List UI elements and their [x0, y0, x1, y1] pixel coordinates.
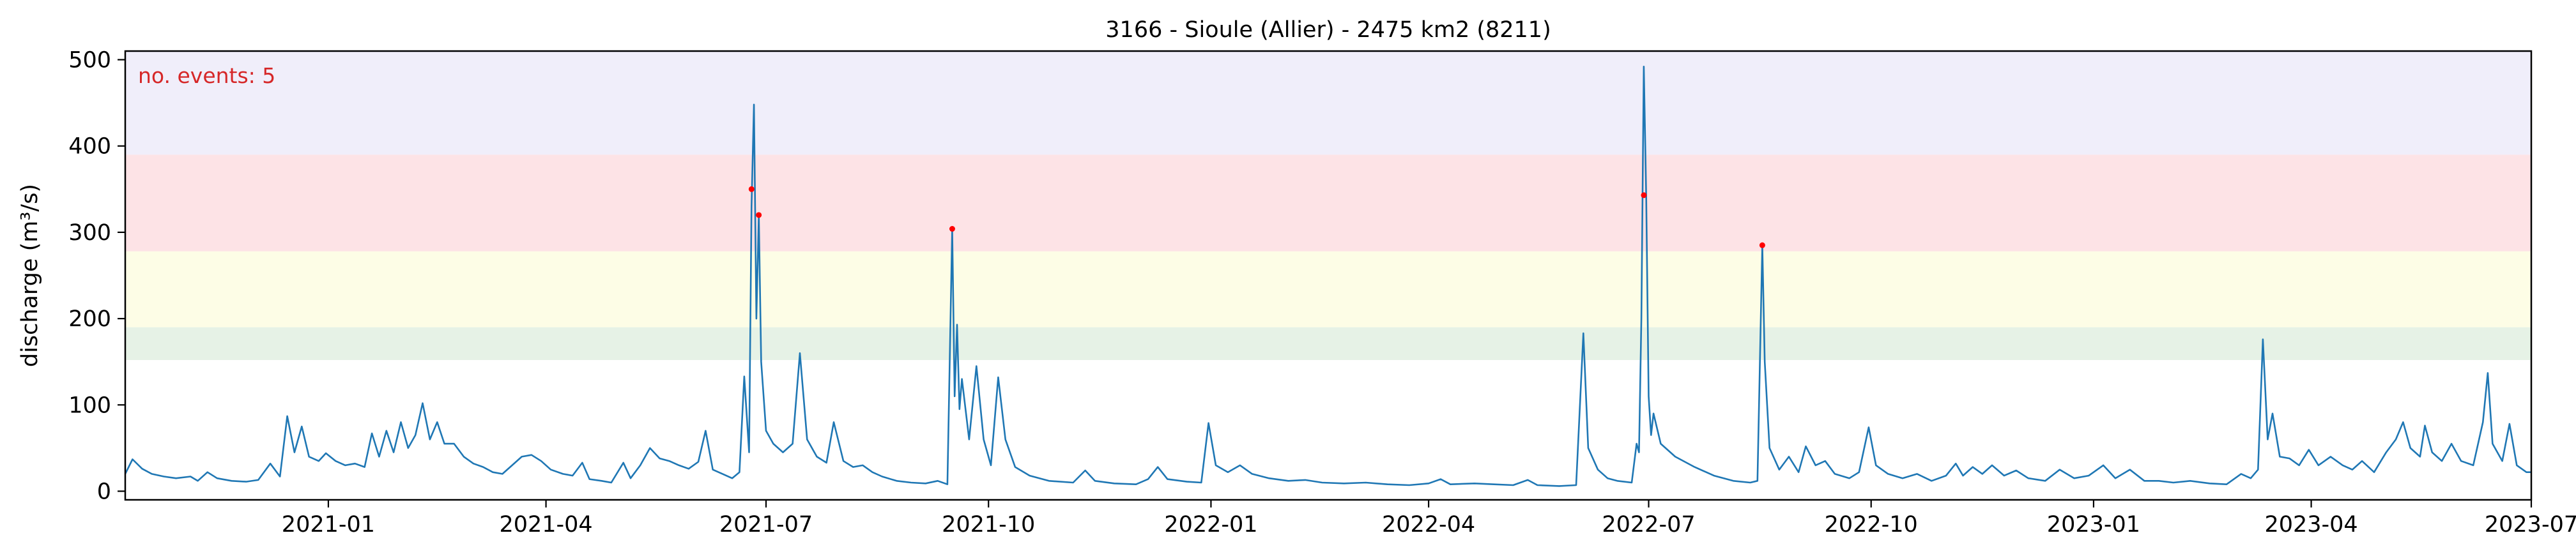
y-tick-label: 500 [68, 48, 111, 73]
discharge-line [124, 66, 2531, 487]
x-tick-label: 2021-10 [942, 512, 1035, 537]
y-axis-title: discharge (m³/s) [17, 184, 43, 367]
threshold-band-1 [125, 327, 2531, 360]
y-tick-label: 400 [68, 134, 111, 160]
y-tick-label: 300 [68, 220, 111, 246]
y-tick-label: 0 [97, 479, 111, 504]
chart-title: 3166 - Sioule (Allier) - 2475 km2 (8211) [1105, 17, 1551, 43]
event-marker-4 [1641, 192, 1647, 199]
event-marker-2 [756, 212, 762, 218]
x-axis-ticks: 2021-01 2021-04 2021-07 2021-10 2022-01 2022-… [282, 500, 2576, 537]
y-tick-label: 200 [68, 306, 111, 332]
x-tick-label: 2023-07 [2485, 512, 2576, 537]
y-axis-ticks: 0 100 200 300 400 500 [68, 48, 125, 504]
event-marker-5 [1759, 242, 1765, 248]
x-tick-label: 2021-01 [282, 512, 375, 537]
threshold-band-4 [125, 51, 2531, 155]
x-tick-label: 2022-04 [1382, 512, 1475, 537]
event-marker-1 [748, 186, 755, 192]
plot-frame [124, 50, 2533, 501]
x-tick-label: 2021-07 [719, 512, 813, 537]
threshold-bands [125, 51, 2531, 360]
threshold-band-3 [125, 154, 2531, 252]
x-tick-label: 2022-01 [1164, 512, 1257, 537]
threshold-band-2 [125, 251, 2531, 327]
event-markers [748, 186, 1765, 248]
x-tick-label: 2023-04 [2264, 512, 2358, 537]
y-tick-label: 100 [68, 393, 111, 418]
events-count-annotation: no. events: 5 [138, 63, 275, 88]
x-tick-label: 2022-07 [1602, 512, 1695, 537]
x-tick-label: 2021-04 [499, 512, 592, 537]
x-tick-label: 2022-10 [1825, 512, 1918, 537]
event-marker-3 [949, 225, 955, 232]
discharge-series [124, 66, 2531, 487]
x-tick-label: 2023-01 [2047, 512, 2140, 537]
